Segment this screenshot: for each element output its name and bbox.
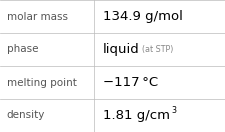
Text: density: density — [7, 110, 45, 121]
Text: (at STP): (at STP) — [141, 45, 172, 54]
Text: liquid: liquid — [102, 43, 139, 56]
Text: phase: phase — [7, 44, 38, 55]
Text: molar mass: molar mass — [7, 11, 68, 22]
Text: 134.9 g/mol: 134.9 g/mol — [102, 10, 182, 23]
Text: melting point: melting point — [7, 77, 76, 88]
Text: −117 °C: −117 °C — [102, 76, 157, 89]
Text: 3: 3 — [170, 106, 175, 115]
Text: 1.81 g/cm: 1.81 g/cm — [102, 109, 169, 122]
